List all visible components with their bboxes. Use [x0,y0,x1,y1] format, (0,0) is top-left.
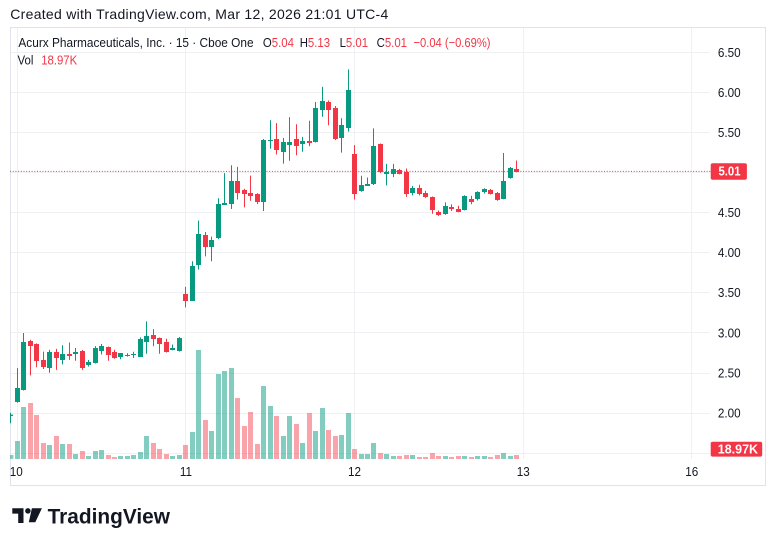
svg-text:6.50: 6.50 [718,45,741,60]
svg-text:Created with TradingView.com,: Created with TradingView.com, Mar 12, 20… [10,6,388,22]
svg-text:Acurx Pharmaceuticals, Inc. ·: Acurx Pharmaceuticals, Inc. · 15 · Cboe … [18,36,253,51]
svg-text:TradingView: TradingView [48,505,171,528]
svg-text:−0.04 (−0.69%): −0.04 (−0.69%) [414,35,491,50]
svg-text:O5.04: O5.04 [263,35,294,50]
svg-text:11: 11 [180,464,192,479]
svg-text:6.00: 6.00 [718,85,741,100]
svg-text:H5.13: H5.13 [300,35,331,50]
svg-text:4.50: 4.50 [718,206,741,221]
svg-text:13: 13 [517,464,530,479]
svg-text:12: 12 [348,464,361,479]
svg-text:Vol: Vol [18,53,34,68]
svg-text:3.00: 3.00 [718,326,741,341]
svg-text:4.00: 4.00 [718,246,741,261]
svg-text:10: 10 [10,464,23,479]
svg-text:L5.01: L5.01 [340,35,369,50]
svg-text:3.50: 3.50 [718,286,741,301]
svg-text:C5.01: C5.01 [377,35,408,50]
svg-text:16: 16 [685,464,698,479]
svg-text:18.97K: 18.97K [718,441,759,456]
svg-text:5.01: 5.01 [718,164,740,179]
svg-text:18.97K: 18.97K [41,53,77,68]
svg-text:2.00: 2.00 [718,406,741,421]
svg-text:2.50: 2.50 [718,366,741,381]
svg-text:5.50: 5.50 [718,125,741,140]
